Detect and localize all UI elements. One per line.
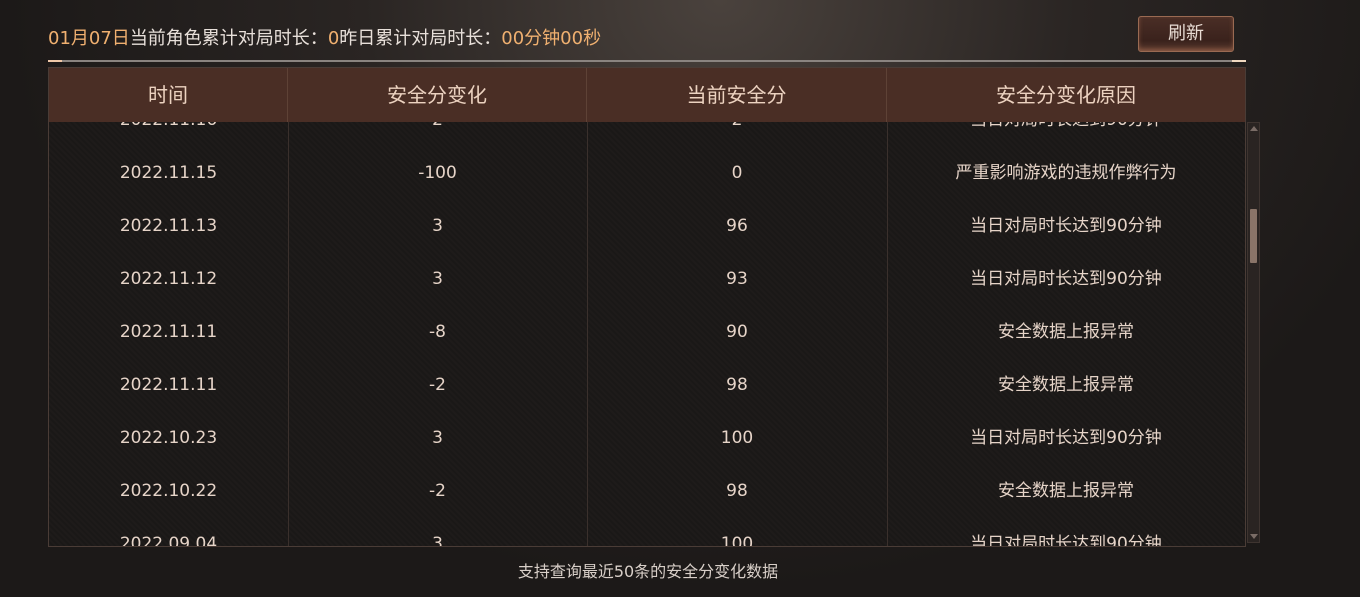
- footer-note: 支持查询最近50条的安全分变化数据: [517, 562, 779, 581]
- table-row: 2022.09.04 3 100 当日对局时长达到90分钟: [49, 518, 1245, 546]
- scrollbar[interactable]: [1247, 122, 1260, 543]
- play-time-summary: 01月07日当前角色累计对局时长：0昨日累计对局时长：00分钟00秒: [48, 24, 601, 50]
- scrollbar-thumb[interactable]: [1250, 209, 1257, 264]
- safety-score-table: 时间 安全分变化 当前安全分 安全分变化原因 2022.11.1622当日对局时…: [48, 67, 1246, 547]
- cell-time: 2022.10.23: [119, 428, 218, 448]
- cell-change-reason: 当日对局时长达到90分钟: [970, 534, 1162, 546]
- cell-time: 2022.11.11: [119, 375, 218, 395]
- cell-current-score: 0: [731, 163, 743, 183]
- yesterday-time-value: 00分钟00秒: [501, 28, 602, 49]
- cell-current-score: 98: [726, 481, 748, 501]
- header-current-score: 当前安全分: [587, 68, 887, 122]
- cell-current-score: 90: [726, 322, 748, 342]
- table-body[interactable]: 2022.11.1622当日对局时长达到90分钟2022.11.15-1000严…: [49, 122, 1245, 546]
- summary-date: 01月07日: [48, 28, 130, 49]
- cell-time: 2022.10.22: [119, 481, 218, 501]
- cell-current-score: 100: [720, 534, 754, 546]
- column-divider: [288, 122, 289, 546]
- table-row: 2022.11.1622当日对局时长达到90分钟: [49, 122, 1245, 147]
- cell-change-reason: 安全数据上报异常: [998, 481, 1134, 501]
- cell-score-change: 3: [432, 428, 443, 448]
- cell-score-change: 2: [288, 122, 587, 147]
- cell-time: 2022.11.13: [119, 216, 218, 236]
- current-time-label: 当前角色累计对局时长：: [129, 28, 328, 49]
- header-change-reason: 安全分变化原因: [996, 83, 1136, 107]
- cell-current-score: 96: [726, 216, 748, 236]
- cell-score-change: -100: [418, 163, 457, 183]
- header-score-change: 安全分变化: [288, 68, 587, 122]
- cell-change-reason: 安全数据上报异常: [998, 375, 1134, 395]
- cell-score-change: -2: [429, 481, 446, 501]
- header-time: 时间: [49, 68, 288, 122]
- cell-time: 2022.11.15: [119, 163, 218, 183]
- table-row: 2022.11.13 3 96 当日对局时长达到90分钟: [49, 200, 1245, 253]
- table-row: 2022.11.15 -100 0 严重影响游戏的违规作弊行为: [49, 147, 1245, 200]
- cell-score-change: -2: [429, 375, 446, 395]
- cell-current-score: 98: [726, 375, 748, 395]
- table-row: 2022.10.22 -2 98 安全数据上报异常: [49, 465, 1245, 518]
- cell-score-change: 3: [432, 534, 443, 546]
- cell-current-score: 2: [587, 122, 887, 147]
- cell-current-score: 93: [726, 269, 748, 289]
- cell-score-change: -8: [429, 322, 446, 342]
- refresh-button[interactable]: 刷新: [1138, 16, 1234, 52]
- scroll-up-arrow-icon[interactable]: [1250, 126, 1258, 131]
- cell-change-reason: 当日对局时长达到90分钟: [970, 216, 1162, 236]
- table-row: 2022.11.11 -8 90 安全数据上报异常: [49, 306, 1245, 359]
- table-row: 2022.11.11 -2 98 安全数据上报异常: [49, 359, 1245, 412]
- cell-change-reason: 当日对局时长达到90分钟: [970, 269, 1162, 289]
- cell-score-change: 3: [432, 269, 443, 289]
- table-row: 2022.10.23 3 100 当日对局时长达到90分钟: [49, 412, 1245, 465]
- cell-score-change: 3: [432, 216, 443, 236]
- cell-change-reason: 严重影响游戏的违规作弊行为: [955, 163, 1177, 183]
- cell-change-reason: 当日对局时长达到90分钟: [887, 122, 1245, 147]
- cell-time: 2022.11.16: [49, 122, 288, 147]
- column-divider: [587, 122, 588, 546]
- cell-change-reason: 当日对局时长达到90分钟: [970, 428, 1162, 448]
- current-time-value: 0: [327, 28, 340, 49]
- cell-change-reason: 安全数据上报异常: [998, 322, 1134, 342]
- scroll-down-arrow-icon[interactable]: [1250, 534, 1258, 539]
- divider: [48, 60, 1246, 62]
- cell-time: 2022.11.12: [119, 269, 218, 289]
- yesterday-time-label: 昨日累计对局时长：: [339, 28, 502, 49]
- cell-time: 2022.11.11: [119, 322, 218, 342]
- column-divider: [887, 122, 888, 546]
- table-row: 2022.11.12 3 93 当日对局时长达到90分钟: [49, 253, 1245, 306]
- cell-current-score: 100: [720, 428, 754, 448]
- cell-time: 2022.09.04: [119, 534, 218, 546]
- table-header: 时间 安全分变化 当前安全分 安全分变化原因: [49, 68, 1245, 122]
